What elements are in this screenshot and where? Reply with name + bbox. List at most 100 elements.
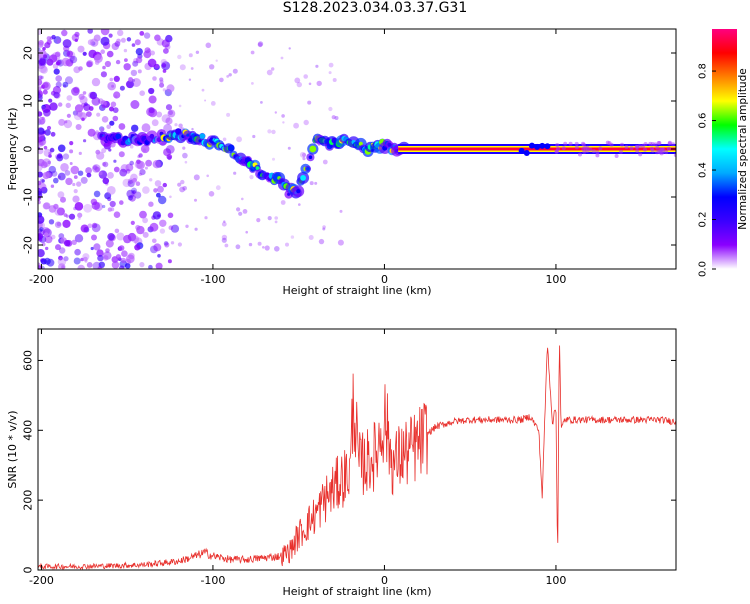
noise-blob [109, 200, 116, 208]
noise-blob [257, 41, 264, 47]
noise-blob [144, 166, 148, 170]
noise-blob [165, 117, 173, 125]
noise-blob [38, 78, 43, 86]
x-tick-label: -200 [29, 574, 54, 587]
ridge-blob [309, 145, 317, 153]
noise-blob [167, 155, 172, 161]
y-tick-label: 0 [22, 146, 35, 153]
noise-blob [42, 89, 48, 95]
noise-blob [267, 129, 272, 134]
noise-blob [228, 73, 232, 77]
noise-blob [113, 91, 121, 99]
noise-blob [97, 254, 104, 262]
noise-blob [236, 136, 243, 143]
noise-blob [102, 204, 106, 209]
carrier-noise [653, 142, 658, 147]
noise-blob [62, 153, 70, 160]
carrier-noise [556, 146, 561, 151]
noise-blob [114, 228, 120, 234]
noise-blob [153, 188, 158, 193]
noise-blob [56, 221, 62, 227]
noise-blob [179, 186, 186, 193]
noise-blob [226, 112, 231, 117]
x-tick-label: 100 [545, 273, 566, 286]
noise-blob [272, 157, 275, 161]
noise-blob [328, 71, 332, 75]
noise-blob [179, 64, 186, 71]
noise-blob [139, 169, 146, 176]
noise-blob [74, 38, 79, 42]
carrier-noise [598, 146, 603, 151]
noise-blob [86, 262, 93, 268]
noise-blob [44, 42, 51, 49]
noise-blob [82, 51, 87, 56]
noise-blob [94, 166, 100, 173]
noise-blob [90, 246, 94, 251]
noise-blob [41, 242, 46, 247]
noise-blob [282, 121, 285, 124]
noise-blob [308, 235, 314, 240]
noise-blob [169, 195, 172, 199]
noise-blob [331, 115, 336, 120]
noise-blob [163, 48, 169, 54]
y-tick-label: 20 [22, 46, 35, 60]
noise-blob [266, 69, 273, 76]
noise-blob [97, 266, 103, 269]
noise-blob [159, 228, 166, 234]
noise-blob [48, 98, 53, 103]
noise-blob [180, 179, 185, 185]
noise-blob [298, 203, 301, 206]
noise-blob [92, 164, 101, 173]
noise-blob [45, 246, 49, 251]
noise-blob [154, 34, 161, 42]
carrier-noise [607, 141, 612, 146]
noise-blob [287, 146, 291, 150]
noise-blob [221, 221, 227, 227]
colorbar-label: Normalized spectral amplitude [737, 68, 749, 229]
noise-blob [105, 248, 110, 253]
noise-blob [126, 37, 132, 42]
noise-blob [153, 243, 162, 252]
noise-blob [65, 102, 72, 109]
y-tick-label: 400 [22, 420, 35, 441]
noise-blob [75, 124, 82, 130]
noise-blob [106, 186, 116, 195]
carrier-noise [635, 149, 640, 153]
noise-blob [274, 111, 277, 114]
noise-blob [41, 104, 46, 110]
noise-blob [101, 148, 107, 154]
noise-blob [50, 184, 55, 188]
noise-blob [111, 261, 120, 269]
noise-blob [129, 144, 134, 149]
ridge-blob [186, 133, 190, 137]
noise-blob [249, 175, 254, 180]
noise-blob [72, 182, 76, 187]
carrier-blob [518, 147, 525, 154]
noise-blob [91, 96, 101, 106]
carrier-noise [578, 152, 582, 157]
noise-blob [56, 207, 65, 216]
noise-blob [102, 177, 110, 185]
noise-blob [131, 235, 140, 243]
colorbar-tick-label: 0.2 [698, 212, 709, 228]
noise-blob [136, 225, 145, 235]
noise-blob [106, 124, 111, 130]
noise-blob [134, 244, 141, 251]
noise-blob [93, 190, 101, 198]
noise-blob [48, 151, 52, 155]
noise-blob [60, 163, 69, 172]
noise-blob [38, 162, 43, 172]
noise-blob [42, 158, 51, 167]
noise-blob [159, 79, 164, 84]
noise-blob [328, 106, 333, 112]
carrier-noise [666, 146, 671, 151]
noise-blob [94, 54, 103, 63]
colorbar: 0.0 0.2 0.4 0.6 0.8 Normalized spectral ampli… [698, 29, 749, 277]
y-tick-label: 600 [22, 350, 35, 371]
spectrogram-ylabel: Frequency (Hz) [6, 108, 19, 191]
noise-blob [182, 186, 187, 191]
noise-blob [57, 144, 66, 153]
noise-blob [140, 144, 150, 154]
